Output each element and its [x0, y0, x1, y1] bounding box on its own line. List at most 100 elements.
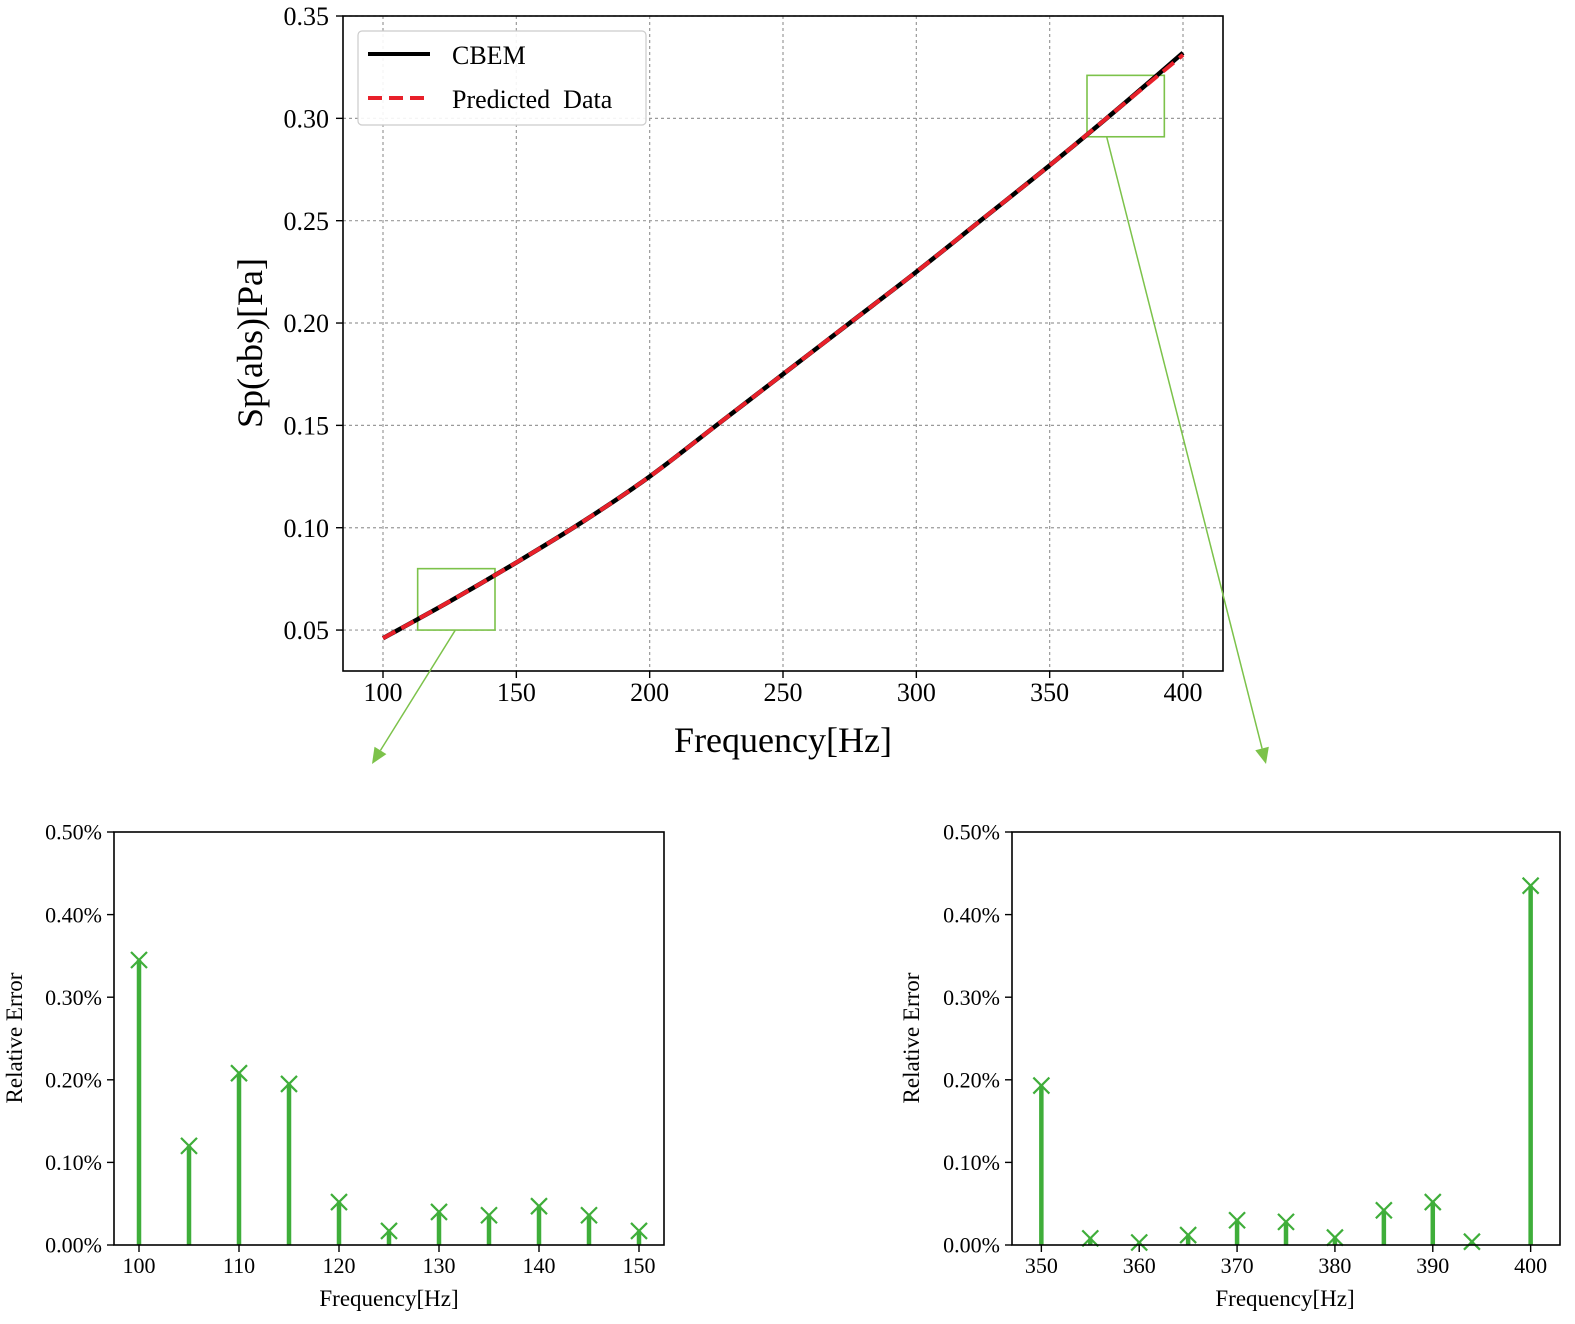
- x-marker-stroke: [130, 951, 148, 969]
- legend-label-cbem: CBEM: [452, 41, 526, 70]
- right-y-tick-label: 0.10%: [943, 1150, 1000, 1175]
- left-y-tick-label: 0.40%: [45, 902, 102, 927]
- right-x-tick-label: 370: [1221, 1253, 1254, 1278]
- right-stems: [1032, 876, 1540, 1252]
- left-y-axis-label: Relative Error: [2, 972, 27, 1103]
- right-y-tick-label: 0.30%: [943, 985, 1000, 1010]
- left-stem-marker: [230, 1064, 248, 1082]
- main-line-chart: 100 150 200 250 300 350 400 0.05 0.10 0.15 0.20 0.2…: [230, 2, 1224, 760]
- right-stem-chart: 350 360 370 380 390 400 0.00% 0.10% 0.20% 0.30% 0.…: [899, 820, 1561, 1311]
- left-stem-marker: [630, 1222, 648, 1240]
- left-stem-marker: [130, 951, 148, 969]
- left-x-tick-label: 110: [223, 1253, 255, 1278]
- main-y-tick-label: 0.25: [284, 207, 330, 236]
- left-y-tick-label: 0.20%: [45, 1068, 102, 1093]
- right-stem-marker: [1277, 1213, 1295, 1231]
- main-x-tick-label: 100: [364, 678, 403, 707]
- x-marker-stroke: [1081, 1229, 1100, 1248]
- main-y-tick-label: 0.35: [284, 2, 330, 31]
- left-x-tick-label: 100: [123, 1253, 156, 1278]
- series-line-predicted: [382, 53, 1185, 641]
- main-legend: CBEM Predicted Data: [357, 30, 647, 126]
- main-y-tick-label: 0.10: [284, 514, 330, 543]
- right-stem-marker: [1228, 1211, 1246, 1229]
- x-marker-stroke: [580, 1206, 598, 1225]
- right-x-tick-label: 390: [1416, 1253, 1449, 1278]
- right-stem-marker: [1130, 1233, 1148, 1252]
- x-marker-stroke: [430, 1203, 448, 1221]
- legend-label-predicted: Predicted Data: [452, 85, 613, 114]
- right-y-axis-label: Relative Error: [899, 972, 924, 1103]
- main-zoom-boxes: [416, 74, 1166, 631]
- x-marker-stroke: [480, 1206, 498, 1225]
- main-x-axis-label: Frequency[Hz]: [674, 720, 892, 760]
- connector-line-2: [1105, 136, 1263, 749]
- main-x-tick-label: 200: [630, 678, 669, 707]
- x-marker-stroke: [1463, 1232, 1481, 1251]
- x-marker-stroke: [380, 1222, 398, 1240]
- main-y-tick-label: 0.30: [284, 104, 330, 133]
- x-marker-stroke: [230, 1064, 248, 1082]
- x-marker-stroke: [1130, 1233, 1148, 1252]
- left-stem-chart: 100 110 120 130 140 150 0.00% 0.10% 0.20% 0.30% 0.…: [2, 820, 665, 1311]
- left-y-tick-label: 0.50%: [45, 820, 102, 845]
- right-y-tick-label: 0.40%: [943, 902, 1000, 927]
- x-marker-stroke: [1228, 1211, 1246, 1229]
- left-x-tick-label: 140: [523, 1253, 556, 1278]
- connector-arrowhead-2: [1255, 746, 1269, 764]
- main-x-tick-label: 350: [1030, 678, 1069, 707]
- left-y-tick-label: 0.00%: [45, 1233, 102, 1258]
- right-x-tick-label: 380: [1318, 1253, 1351, 1278]
- main-y-tick-label: 0.05: [284, 616, 330, 645]
- right-stem-marker: [1375, 1201, 1393, 1220]
- left-stem-marker: [330, 1193, 348, 1211]
- main-x-tick-label: 400: [1164, 678, 1203, 707]
- x-marker-stroke: [180, 1137, 198, 1155]
- main-y-tick-label: 0.15: [284, 411, 330, 440]
- right-stem-marker: [1179, 1226, 1197, 1244]
- zoom-connector-arrows: [372, 136, 1269, 764]
- left-stems: [130, 951, 648, 1245]
- main-y-axis-label: Sp(abs)[Pa]: [230, 258, 270, 428]
- left-x-tick-label: 120: [323, 1253, 356, 1278]
- right-stem-marker: [1424, 1193, 1442, 1211]
- connector-line-1: [379, 629, 456, 751]
- x-marker-stroke: [280, 1075, 298, 1093]
- main-series-lines: [381, 51, 1185, 641]
- x-marker-stroke: [1326, 1228, 1344, 1247]
- main-x-tick-label: 250: [764, 678, 803, 707]
- right-y-tick-label: 0.20%: [943, 1068, 1000, 1093]
- left-y-tick-label: 0.10%: [45, 1150, 102, 1175]
- left-plot-frame: [113, 831, 665, 1246]
- x-marker-stroke: [1277, 1213, 1295, 1231]
- right-x-tick-label: 350: [1025, 1253, 1058, 1278]
- x-marker-stroke: [1521, 876, 1540, 895]
- left-ticks: 100 110 120 130 140 150 0.00% 0.10% 0.20% 0.30% 0.…: [45, 820, 655, 1278]
- right-ticks: 350 360 370 380 390 400 0.00% 0.10% 0.20% 0.30% 0.…: [943, 820, 1547, 1278]
- left-stem-marker: [430, 1203, 448, 1221]
- right-stem-marker: [1032, 1076, 1051, 1095]
- left-stem-marker: [580, 1206, 598, 1225]
- zoom-box-2: [1086, 74, 1166, 138]
- right-x-axis-label: Frequency[Hz]: [1215, 1286, 1354, 1311]
- main-x-tick-label: 150: [497, 678, 536, 707]
- x-marker-stroke: [1375, 1201, 1393, 1220]
- right-x-tick-label: 360: [1123, 1253, 1156, 1278]
- left-x-tick-label: 130: [423, 1253, 456, 1278]
- right-y-tick-label: 0.00%: [943, 1233, 1000, 1258]
- right-stem-marker: [1463, 1232, 1481, 1251]
- left-stem-marker: [180, 1137, 198, 1155]
- x-marker-stroke: [1424, 1193, 1442, 1211]
- main-x-tick-label: 300: [897, 678, 936, 707]
- main-y-tick-label: 0.20: [284, 309, 330, 338]
- left-stem-marker: [380, 1222, 398, 1240]
- connector-arrowhead-1: [372, 746, 387, 764]
- left-y-tick-label: 0.30%: [45, 985, 102, 1010]
- x-marker-stroke: [1032, 1076, 1051, 1095]
- right-plot-frame: [1011, 831, 1561, 1246]
- left-stem-marker: [480, 1206, 498, 1225]
- right-x-tick-label: 400: [1514, 1253, 1547, 1278]
- left-x-axis-label: Frequency[Hz]: [319, 1286, 458, 1311]
- zoom-box-1: [416, 567, 496, 631]
